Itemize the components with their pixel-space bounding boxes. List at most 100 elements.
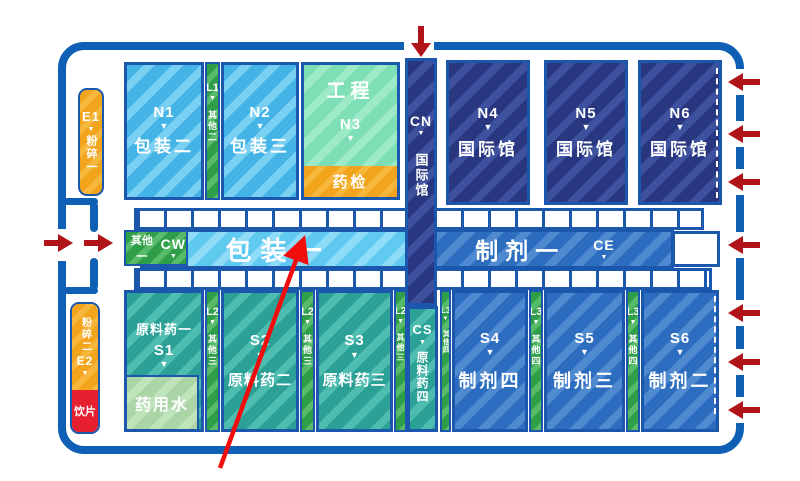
hall-s3-name: 原料药三 xyxy=(322,371,387,389)
entrance-arrow-east-2 xyxy=(728,125,760,143)
pointer-icon: ▼ xyxy=(87,125,95,133)
hall-n1: N1 ▼ 包装二 xyxy=(124,62,204,200)
hall-n2-code: N2 xyxy=(249,104,271,122)
hall-e1-code: E1 xyxy=(82,109,100,125)
arrow-head xyxy=(728,236,743,254)
strip-l2-a-code: L2 xyxy=(206,306,219,318)
hall-s5-name: 制剂三 xyxy=(553,370,616,391)
hall-s1-sub-label: 药用水 xyxy=(134,397,189,414)
hall-s1-name: 原料药一 xyxy=(135,322,192,337)
hall-n1-code: N1 xyxy=(153,104,175,122)
hall-n4-code: N4 xyxy=(477,104,499,122)
pointer-icon: ▼ xyxy=(483,121,493,132)
hall-e1-name: 粉碎一 xyxy=(85,134,97,174)
pointer-icon: ▼ xyxy=(304,319,311,326)
hall-n3-code: N3 xyxy=(339,115,362,133)
hall-s5-code: S5 xyxy=(574,329,595,347)
hall-n6: N6 ▼ 国际馆 xyxy=(638,60,722,205)
arrow-shaft xyxy=(743,179,760,185)
entrance-arrow-east-4 xyxy=(728,236,760,254)
strip-l3-c: L3 ▼ 其他四 xyxy=(626,290,640,432)
hall-s6-dashed-edge xyxy=(714,296,716,414)
hall-e2-sub-label: 饮片 xyxy=(74,406,96,418)
west-bay-wall-top xyxy=(90,202,98,232)
arrow-shaft xyxy=(743,407,760,413)
arrow-head xyxy=(728,73,743,91)
hall-n3-sub: 药检 xyxy=(304,166,397,197)
hall-s1: 原料药一 S1 ▼ 药用水 xyxy=(124,290,204,432)
hall-n4: N4 ▼ 国际馆 xyxy=(446,60,530,205)
hall-s4-code: S4 xyxy=(479,329,501,347)
strip-l2-a-name: 其他三 xyxy=(207,334,217,367)
strip-l2-b: L2 ▼ 其他三 xyxy=(300,290,315,432)
strip-l3-b: L3 ▼ 其他四 xyxy=(529,290,543,432)
hall-s5: S5 ▼ 制剂三 xyxy=(544,290,625,432)
hall-n5-name: 国际馆 xyxy=(556,139,616,159)
strip-l2-a: L2 ▼ 其他三 xyxy=(205,290,220,432)
hall-cs-name: 原料药四 xyxy=(415,350,429,403)
pointer-icon: ▼ xyxy=(442,316,449,322)
pointer-icon: ▼ xyxy=(255,121,265,132)
arrow-head xyxy=(728,304,743,322)
arrow-shaft xyxy=(743,359,760,365)
strip-l3-b-name: 其他四 xyxy=(530,334,541,367)
arrow-head xyxy=(98,234,113,252)
hall-cw-codewrap: CW ▼ xyxy=(161,236,186,260)
pointer-icon: ▼ xyxy=(629,319,637,326)
arrow-shaft xyxy=(44,240,58,246)
arrow-head xyxy=(728,353,743,371)
hall-n6-code: N6 xyxy=(669,104,691,122)
pointer-icon: ▼ xyxy=(580,346,589,357)
entrance-arrow-west-1 xyxy=(44,234,73,252)
arrow-shaft xyxy=(743,242,760,248)
strip-l1-code: L1 xyxy=(206,82,219,94)
strip-l2-b-name: 其他三 xyxy=(302,334,312,367)
strip-l3-a-name: 其他四 xyxy=(442,330,450,354)
hall-n4-name: 国际馆 xyxy=(458,139,518,159)
hall-e1: E1 ▼ 粉碎一 xyxy=(78,88,104,196)
pointer-icon: ▼ xyxy=(419,338,426,346)
hall-s3: S3 ▼ 原料药三 xyxy=(316,290,393,432)
hall-n6-name: 国际馆 xyxy=(650,139,710,159)
strip-l2-c: L2 ▼ 其他三 xyxy=(394,290,407,432)
hall-cn-code: CN xyxy=(409,113,433,129)
entrance-arrow-east-3 xyxy=(728,173,760,191)
entrance-arrow-east-1 xyxy=(728,73,760,91)
hall-cn: CN ▼ 国际馆 xyxy=(405,58,437,306)
gate-ce-code: CE xyxy=(593,236,615,253)
gate-ce: CE ▼ xyxy=(593,237,614,261)
hall-s1-code: S1 xyxy=(153,342,175,359)
pointer-icon: ▼ xyxy=(346,133,355,144)
pointer-icon: ▼ xyxy=(675,346,685,357)
gate-east-box xyxy=(672,231,720,267)
hall-n3-name: 工程 xyxy=(326,81,375,102)
hall-s6: S6 ▼ 制剂二 xyxy=(641,290,719,432)
west-bay-cap-top xyxy=(64,198,98,205)
hall-n5-code: N5 xyxy=(575,104,597,122)
hall-cw-name: 其他一 xyxy=(130,235,153,263)
pointer-icon: ▼ xyxy=(675,121,685,132)
arrow-head xyxy=(58,234,73,252)
pointer-icon: ▼ xyxy=(581,121,591,132)
arrow-shaft xyxy=(418,26,424,43)
hall-e2-sub: 饮片 xyxy=(72,390,98,432)
strip-l2-c-name: 其他三 xyxy=(396,333,405,363)
hall-s6-code: S6 xyxy=(669,329,691,347)
hall-e2: 粉碎二 E2 ▼ 饮片 xyxy=(70,302,100,434)
hall-s4-name: 制剂四 xyxy=(458,370,522,391)
arrow-head xyxy=(728,401,743,419)
hall-e2-name: 粉碎二 xyxy=(79,317,91,354)
pointer-icon: ▼ xyxy=(159,359,169,370)
pointer-icon: ▼ xyxy=(209,319,216,326)
arrow-head xyxy=(728,173,743,191)
west-bay-cap-bottom xyxy=(64,287,98,294)
strip-l3-c-name: 其他四 xyxy=(627,334,638,367)
hall-cw: 其他一 CW ▼ xyxy=(124,230,188,266)
hall-s4: S4 ▼ 制剂四 xyxy=(452,290,528,432)
hall-n3: 工程 N3 ▼ 药检 xyxy=(301,62,400,200)
entrance-arrow-west-2 xyxy=(84,234,113,252)
hall-cw-code: CW xyxy=(160,235,186,252)
pointer-icon: ▼ xyxy=(159,121,169,132)
